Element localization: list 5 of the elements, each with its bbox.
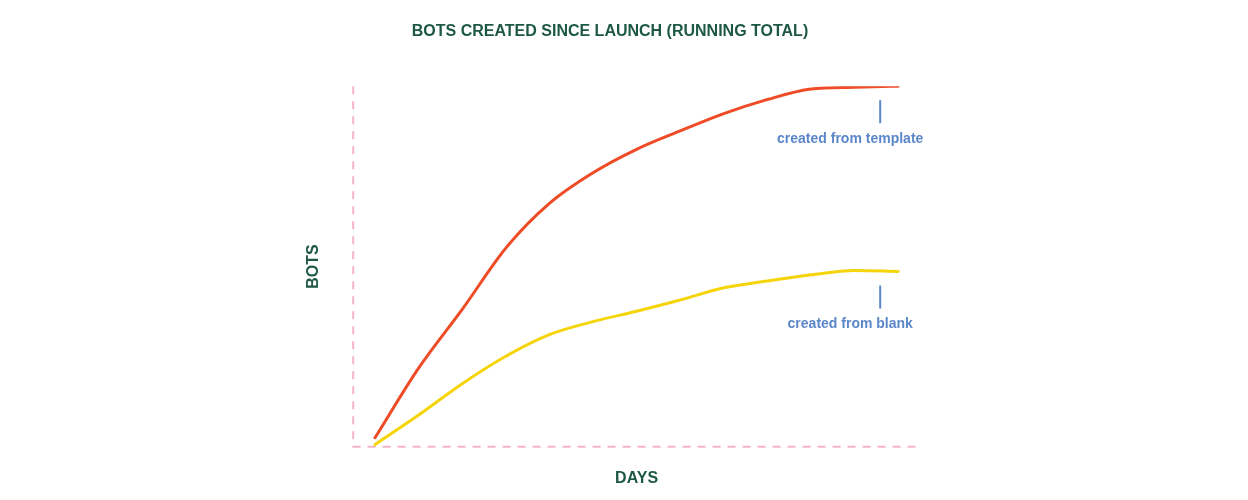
x-axis-title: DAYS [615, 468, 659, 486]
text: created from blank [787, 315, 914, 332]
text: created from template [777, 130, 924, 147]
chart-title: BOTS CREATED SINCE LAUNCH (RUNNING TOTAL) [411, 22, 809, 40]
y-axis-title: BOTS [304, 243, 322, 289]
